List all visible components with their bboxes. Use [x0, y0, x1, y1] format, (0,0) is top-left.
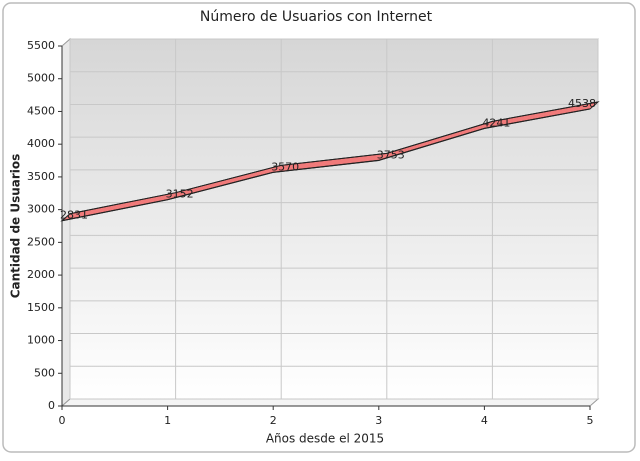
- chart-title: Número de Usuarios con Internet: [200, 9, 433, 25]
- back-wall: [69, 38, 599, 400]
- data-label: 2831: [60, 209, 88, 222]
- x-tick-label: 2: [270, 414, 277, 427]
- y-tick-label: 4000: [27, 137, 55, 150]
- y-tick-label: 5500: [27, 39, 55, 52]
- floor: [60, 398, 600, 407]
- y-tick-label: 3000: [27, 203, 55, 216]
- y-tick-label: 4500: [27, 104, 55, 117]
- plot: 0 500 1000 1500 2000 2500 3000 3500 4000 4500 5000…: [27, 37, 600, 427]
- data-label: 3152: [166, 188, 194, 201]
- line-back-edge: [69, 101, 599, 215]
- left-wall: [61, 37, 71, 408]
- x-tick-label: 1: [164, 414, 171, 427]
- y-tick-label: 3500: [27, 170, 55, 183]
- y-tick-label: 2500: [27, 235, 55, 248]
- data-label: 3570: [271, 160, 299, 173]
- y-tick-label: 5000: [27, 72, 55, 85]
- x-tick-label: 4: [481, 414, 488, 427]
- x-tick-label: 3: [375, 414, 382, 427]
- line-front-edge: [61, 108, 591, 222]
- y-tick-label: 500: [34, 366, 55, 379]
- y-tick-label: 1000: [27, 334, 55, 347]
- data-label: 4241: [482, 116, 510, 129]
- x-tick-label: 0: [59, 414, 66, 427]
- y-tick-label: 2000: [27, 268, 55, 281]
- data-label: 3753: [377, 148, 405, 161]
- y-axis-title: Cantidad de Usuarios: [9, 154, 23, 299]
- x-axis-title: Años desde el 2015: [266, 432, 384, 446]
- y-tick-label: 0: [48, 399, 55, 412]
- y-tick-label: 1500: [27, 301, 55, 314]
- x-tick-label: 5: [587, 414, 594, 427]
- data-label: 4538: [568, 97, 596, 110]
